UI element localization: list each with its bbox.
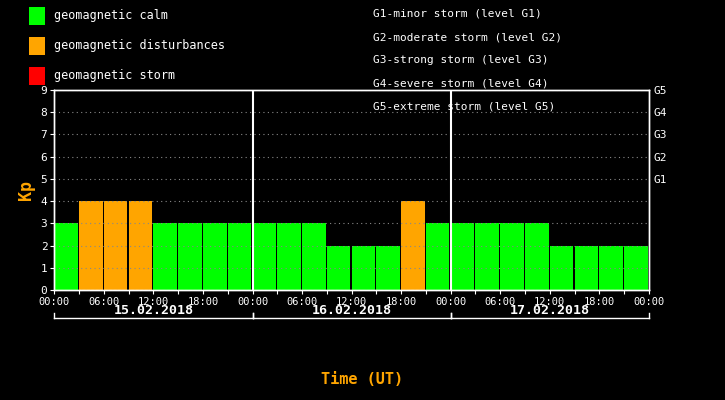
Bar <box>574 246 598 290</box>
Bar <box>500 223 523 290</box>
Bar <box>624 246 647 290</box>
Bar <box>401 201 425 290</box>
Text: G3-strong storm (level G3): G3-strong storm (level G3) <box>373 56 549 66</box>
Bar <box>79 201 103 290</box>
Bar <box>104 201 128 290</box>
Text: 17.02.2018: 17.02.2018 <box>510 304 590 316</box>
Text: 15.02.2018: 15.02.2018 <box>113 304 194 316</box>
Text: geomagnetic storm: geomagnetic storm <box>54 70 175 82</box>
Text: geomagnetic disturbances: geomagnetic disturbances <box>54 40 225 52</box>
Text: geomagnetic calm: geomagnetic calm <box>54 10 167 22</box>
Text: 16.02.2018: 16.02.2018 <box>312 304 392 316</box>
Bar <box>525 223 549 290</box>
Text: G5-extreme storm (level G5): G5-extreme storm (level G5) <box>373 102 555 112</box>
Bar <box>426 223 450 290</box>
Bar <box>451 223 474 290</box>
Text: Time (UT): Time (UT) <box>321 372 404 388</box>
Bar <box>129 201 152 290</box>
Text: G2-moderate storm (level G2): G2-moderate storm (level G2) <box>373 32 563 42</box>
Bar <box>352 246 375 290</box>
Bar <box>54 223 78 290</box>
Bar <box>327 246 350 290</box>
Bar <box>476 223 499 290</box>
Bar <box>154 223 177 290</box>
Bar <box>277 223 301 290</box>
Bar <box>376 246 400 290</box>
Bar <box>302 223 326 290</box>
Y-axis label: Kp: Kp <box>17 180 35 200</box>
Bar <box>228 223 252 290</box>
Bar <box>203 223 226 290</box>
Text: G1-minor storm (level G1): G1-minor storm (level G1) <box>373 9 542 19</box>
Bar <box>600 246 623 290</box>
Text: G4-severe storm (level G4): G4-severe storm (level G4) <box>373 78 549 89</box>
Bar <box>550 246 573 290</box>
Bar <box>252 223 276 290</box>
Bar <box>178 223 202 290</box>
